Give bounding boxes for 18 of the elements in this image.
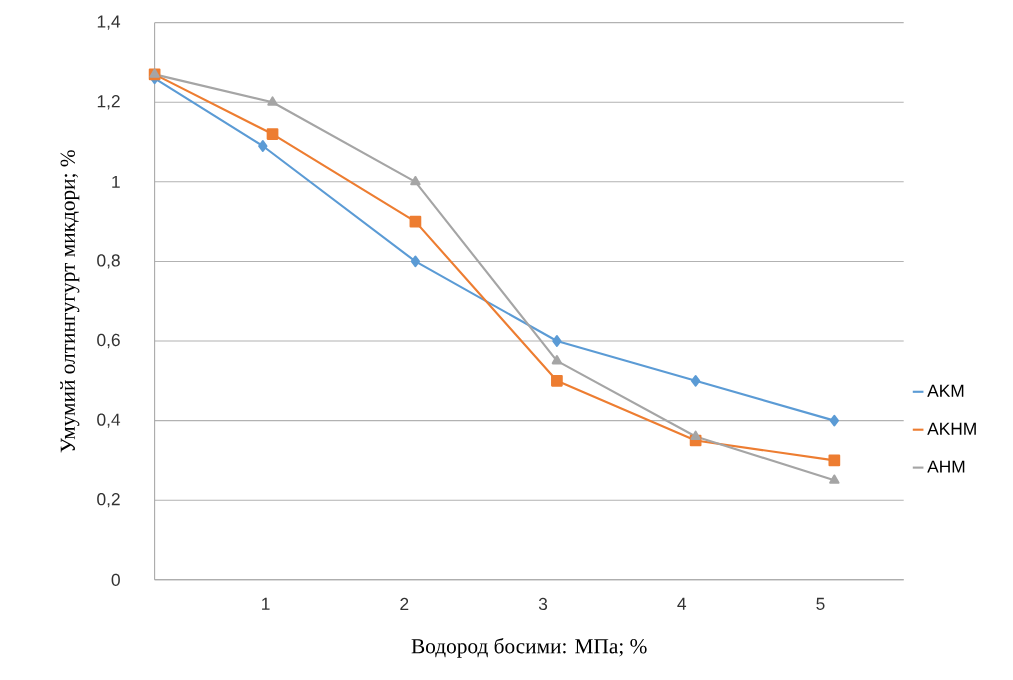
legend-label: AKHM: [927, 422, 976, 435]
legend-label: AHM: [927, 460, 965, 473]
y-tick-label: 0: [111, 573, 120, 587]
x-tick-label: 4: [677, 597, 687, 610]
y-axis-title: Умумий олтингугурт микдори; %: [60, 150, 80, 453]
y-tick-label: 1,4: [97, 15, 121, 30]
x-tick-label: 3: [538, 597, 548, 611]
y-tick-label: 0,8: [97, 254, 120, 269]
y-tick-label: 0,2: [97, 493, 120, 508]
legend-label: AKM: [927, 384, 964, 397]
y-tick-label: 0,6: [97, 333, 120, 349]
y-tick-label: 1,2: [97, 95, 120, 110]
x-axis-title: Водород босими: МПа; %: [411, 638, 647, 658]
x-tick-label: 1: [262, 597, 270, 610]
y-tick-label: 1: [112, 175, 120, 188]
x-tick-label: 2: [400, 597, 409, 611]
y-tick-label: 0,4: [97, 413, 121, 428]
x-tick-label: 5: [816, 597, 825, 611]
